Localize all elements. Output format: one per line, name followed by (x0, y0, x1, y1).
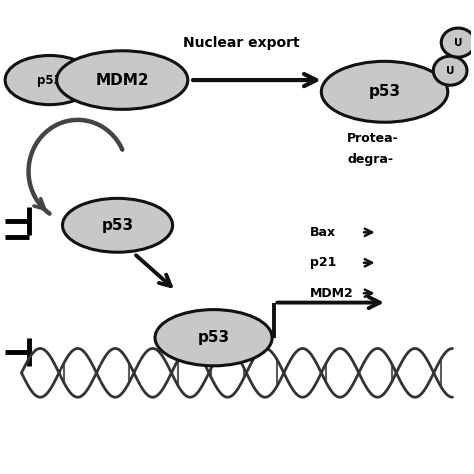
Text: Nuclear export: Nuclear export (183, 36, 300, 50)
Text: p53: p53 (37, 73, 62, 87)
Text: U: U (454, 37, 462, 47)
Text: p53: p53 (198, 330, 229, 345)
Text: U: U (446, 66, 455, 76)
Text: Bax: Bax (310, 226, 336, 239)
Ellipse shape (57, 51, 188, 109)
Text: MDM2: MDM2 (310, 287, 353, 300)
Text: Protea-: Protea- (347, 132, 399, 145)
Ellipse shape (321, 61, 448, 122)
Text: p53: p53 (368, 84, 401, 99)
Text: MDM2: MDM2 (95, 73, 149, 88)
Ellipse shape (63, 198, 173, 252)
Ellipse shape (441, 28, 474, 57)
Text: degra-: degra- (347, 153, 393, 166)
Text: p21: p21 (310, 256, 336, 269)
Ellipse shape (433, 56, 467, 85)
Ellipse shape (155, 310, 272, 366)
Text: p53: p53 (101, 218, 134, 233)
Ellipse shape (5, 55, 94, 105)
